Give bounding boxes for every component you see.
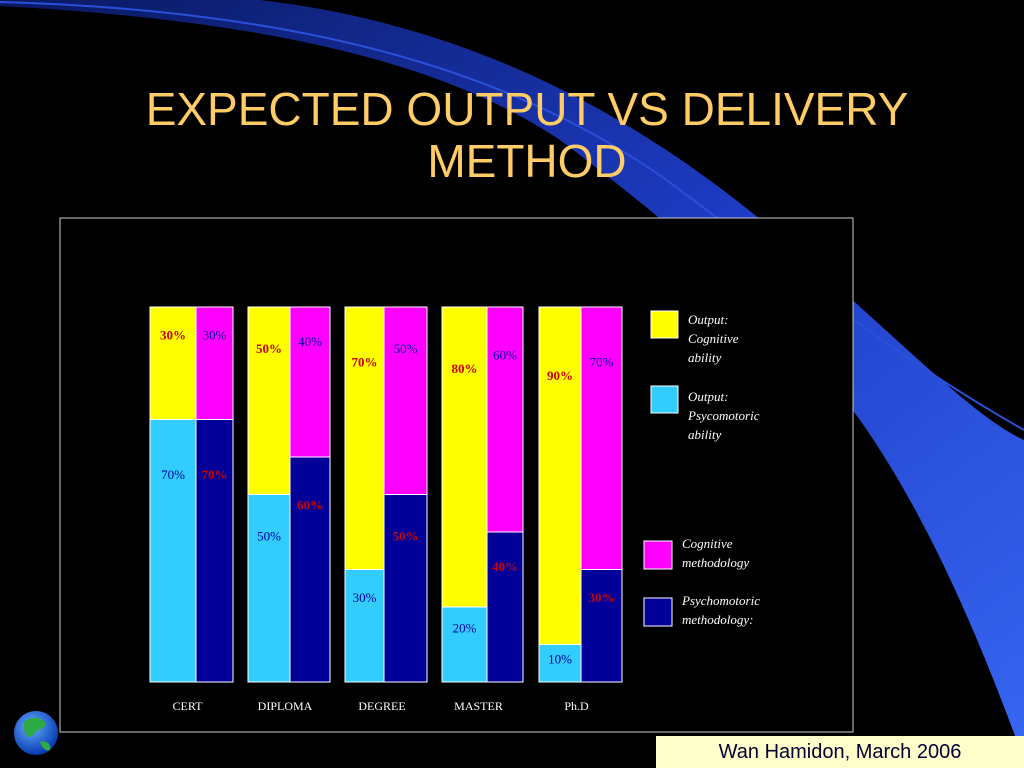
methodology-bar-lower-cert	[195, 419, 234, 683]
page-title: EXPECTED OUTPUT VS DELIVERY METHOD	[60, 83, 994, 187]
methodology-bar-upper-phd	[580, 306, 623, 570]
legend-label: Cognitive	[682, 536, 733, 551]
output-bar-lower-cert	[149, 419, 197, 683]
output-data-label: 30%	[353, 590, 377, 605]
output-bar-lower-phd	[538, 644, 582, 683]
bars-group: 30% 70% 30% 70% CERT 50% 50% 40% 60% DIPLOMA 70% 30…	[149, 306, 623, 713]
output-bar-lower-degree	[344, 569, 385, 683]
legend-swatch	[643, 597, 673, 627]
output-data-label: 70%	[352, 354, 378, 369]
legend-label: methodology:	[682, 612, 753, 627]
legend: Output: Cognitive ability Output: Psycomotor…	[643, 310, 760, 627]
methodology-bar-lower-master	[486, 531, 524, 683]
x-tick-label: DEGREE	[358, 699, 405, 713]
output-bar-lower-master	[441, 606, 488, 683]
globe-icon	[14, 711, 58, 755]
methodology-bar-upper-master	[486, 306, 524, 533]
methodology-data-label: 60%	[493, 348, 517, 363]
legend-swatch	[650, 310, 679, 339]
title-line-2: METHOD	[427, 134, 627, 187]
output-bar-upper-phd	[538, 306, 582, 645]
output-data-label: 10%	[548, 651, 572, 666]
output-data-label: 50%	[257, 528, 281, 543]
methodology-data-label: 50%	[393, 528, 419, 543]
legend-label: methodology	[682, 555, 749, 570]
x-tick-label: CERT	[173, 699, 204, 713]
output-bar-upper-cert	[149, 306, 197, 420]
methodology-bar-lower-phd	[580, 569, 623, 683]
output-bar-lower-diploma	[247, 494, 291, 683]
output-data-label: 70%	[161, 467, 185, 482]
output-data-label: 30%	[160, 327, 186, 342]
x-tick-label: MASTER	[454, 699, 503, 713]
legend-swatch	[650, 385, 679, 414]
methodology-data-label: 30%	[203, 327, 227, 342]
output-bar-upper-master	[441, 306, 488, 608]
methodology-data-label: 70%	[202, 467, 228, 482]
output-data-label: 90%	[547, 368, 573, 383]
title-line-1: EXPECTED OUTPUT VS DELIVERY	[145, 83, 909, 135]
output-bar-upper-degree	[344, 306, 385, 570]
legend-label: Output:	[688, 389, 728, 404]
output-data-label: 80%	[452, 361, 478, 376]
legend-swatch	[643, 540, 673, 570]
legend-label: ability	[688, 427, 721, 442]
methodology-data-label: 50%	[394, 341, 418, 356]
legend-label: Psycomotoric	[687, 408, 760, 423]
legend-label: ability	[688, 350, 721, 365]
output-data-label: 50%	[256, 341, 282, 356]
methodology-bar-upper-cert	[195, 306, 234, 420]
methodology-bar-lower-diploma	[289, 456, 331, 683]
methodology-bar-lower-degree	[383, 494, 428, 683]
legend-label: Psychomotoric	[681, 593, 760, 608]
methodology-data-label: 70%	[590, 354, 614, 369]
output-data-label: 20%	[453, 621, 477, 636]
legend-label: Output:	[688, 312, 728, 327]
x-tick-label: Ph.D	[564, 699, 589, 713]
methodology-data-label: 40%	[492, 559, 518, 574]
methodology-data-label: 60%	[297, 498, 323, 513]
methodology-bar-upper-degree	[383, 306, 428, 495]
methodology-bar-upper-diploma	[289, 306, 331, 458]
output-bar-upper-diploma	[247, 306, 291, 495]
x-tick-label: DIPLOMA	[258, 699, 313, 713]
legend-label: Cognitive	[688, 331, 739, 346]
swoosh-edge-line	[0, 1, 1024, 431]
footer-credit: Wan Hamidon, March 2006	[656, 736, 1024, 768]
methodology-data-label: 30%	[589, 590, 615, 605]
methodology-data-label: 40%	[298, 334, 322, 349]
